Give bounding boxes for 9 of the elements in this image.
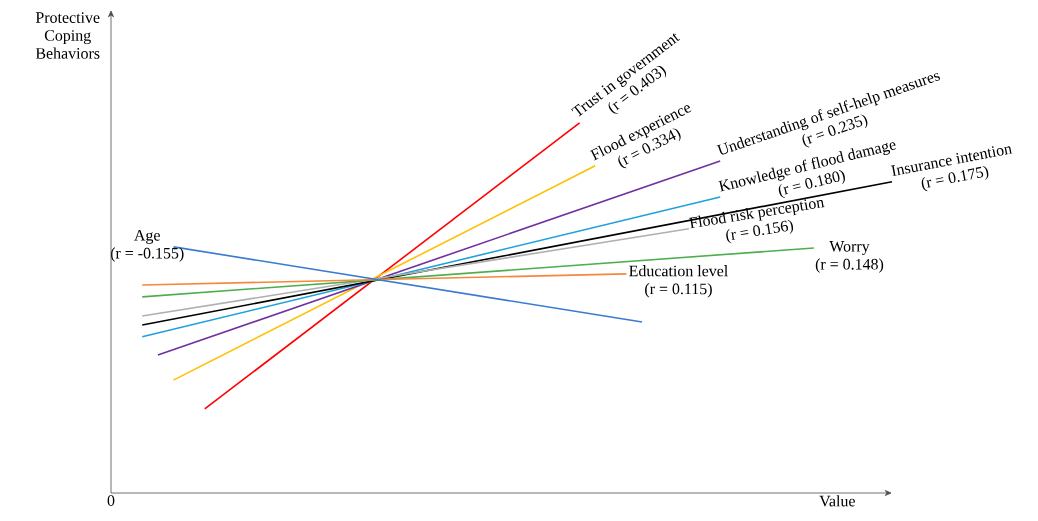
x-axis-title: Value: [819, 495, 855, 507]
series-label: Age: [134, 229, 160, 244]
series-label: Education level: [629, 265, 728, 277]
annotation: (r = -0.155): [110, 247, 184, 262]
text: 0: [107, 495, 115, 506]
series-label: Worry: [829, 241, 870, 255]
annotation: (r = 0.115): [645, 283, 712, 298]
annotation: (r = 0.148): [815, 258, 884, 273]
y-axis-title: Protective Coping Behaviors: [35, 12, 100, 59]
